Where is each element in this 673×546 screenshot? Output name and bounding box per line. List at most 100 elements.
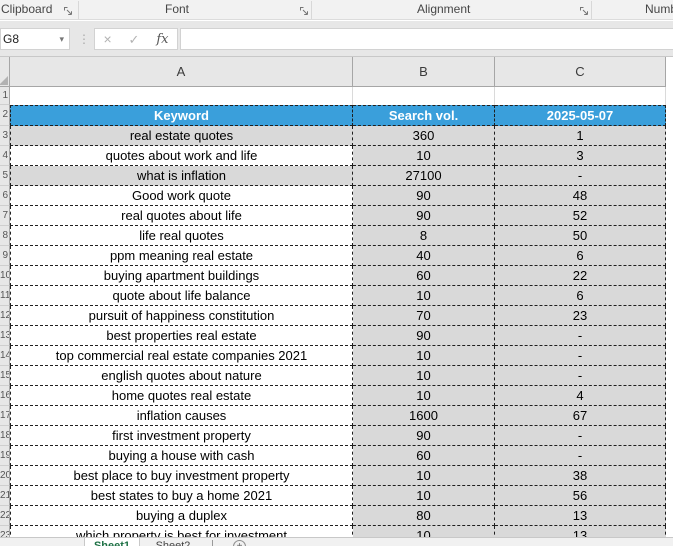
tab-sheet1[interactable]: Sheet1 (84, 538, 140, 546)
keyword-cell[interactable]: real quotes about life (10, 206, 353, 226)
row-header[interactable]: 18 (0, 426, 10, 446)
row-header[interactable]: 12 (0, 306, 10, 326)
search-vol-cell[interactable]: 40 (353, 246, 495, 266)
row-header[interactable]: 21 (0, 486, 10, 506)
value-cell[interactable]: 23 (495, 306, 666, 326)
value-cell[interactable]: 13 (495, 506, 666, 526)
formula-input[interactable] (180, 28, 673, 50)
value-cell[interactable]: - (495, 346, 666, 366)
keyword-cell[interactable]: home quotes real estate (10, 386, 353, 406)
value-cell[interactable]: - (495, 326, 666, 346)
row-header[interactable]: 4 (0, 146, 10, 166)
column-header-a[interactable]: A (10, 57, 353, 87)
row-header[interactable]: 14 (0, 346, 10, 366)
row-header[interactable]: 10 (0, 266, 10, 286)
value-cell[interactable]: - (495, 426, 666, 446)
search-vol-cell[interactable]: 10 (353, 466, 495, 486)
row-header[interactable]: 20 (0, 466, 10, 486)
value-cell[interactable]: 4 (495, 386, 666, 406)
keyword-cell[interactable]: what is inflation (10, 166, 353, 186)
keyword-cell[interactable]: buying a duplex (10, 506, 353, 526)
search-vol-cell[interactable]: 1600 (353, 406, 495, 426)
search-vol-header-cell[interactable]: Search vol. (353, 105, 495, 126)
row-header[interactable]: 2 (0, 105, 10, 126)
insert-function-icon[interactable]: fx (156, 31, 169, 47)
name-box-dropdown-icon[interactable]: ▾ (59, 34, 64, 44)
row-header[interactable]: 22 (0, 506, 10, 526)
row-header[interactable]: 11 (0, 286, 10, 306)
tab-sheet2[interactable]: Sheet2 (155, 540, 191, 546)
row-header[interactable]: 7 (0, 206, 10, 226)
search-vol-cell[interactable]: 10 (353, 366, 495, 386)
row-header[interactable]: 1 (0, 87, 10, 105)
keyword-cell[interactable]: top commercial real estate companies 202… (10, 346, 353, 366)
value-cell[interactable]: 48 (495, 186, 666, 206)
empty-cell[interactable] (495, 87, 666, 105)
keyword-cell[interactable]: pursuit of happiness constitution (10, 306, 353, 326)
keyword-cell[interactable]: Good work quote (10, 186, 353, 206)
keyword-cell[interactable]: best states to buy a home 2021 (10, 486, 353, 506)
value-cell[interactable]: - (495, 366, 666, 386)
search-vol-cell[interactable]: 60 (353, 446, 495, 466)
empty-cell[interactable] (10, 87, 353, 105)
clipboard-dialog-launcher-icon[interactable] (63, 4, 74, 15)
row-header[interactable]: 8 (0, 226, 10, 246)
row-header[interactable]: 9 (0, 246, 10, 266)
search-vol-cell[interactable]: 10 (353, 286, 495, 306)
keyword-cell[interactable]: best properties real estate (10, 326, 353, 346)
value-cell[interactable]: 50 (495, 226, 666, 246)
keyword-cell[interactable]: buying apartment buildings (10, 266, 353, 286)
row-header[interactable]: 3 (0, 126, 10, 146)
keyword-cell[interactable]: ppm meaning real estate (10, 246, 353, 266)
alignment-dialog-launcher-icon[interactable] (579, 4, 590, 15)
column-header-c[interactable]: C (495, 57, 666, 87)
row-header[interactable]: 5 (0, 166, 10, 186)
value-cell[interactable]: - (495, 446, 666, 466)
keyword-cell[interactable]: best place to buy investment property (10, 466, 353, 486)
search-vol-cell[interactable]: 10 (353, 346, 495, 366)
search-vol-cell[interactable]: 10 (353, 146, 495, 166)
value-cell[interactable]: 67 (495, 406, 666, 426)
search-vol-cell[interactable]: 70 (353, 306, 495, 326)
row-header[interactable]: 6 (0, 186, 10, 206)
keyword-header-cell[interactable]: Keyword (10, 105, 353, 126)
formula-bar-grip-icon[interactable]: ⋮ (78, 32, 90, 46)
keyword-cell[interactable]: first investment property (10, 426, 353, 446)
keyword-cell[interactable]: quotes about work and life (10, 146, 353, 166)
select-all-corner[interactable] (0, 57, 10, 87)
row-header[interactable]: 16 (0, 386, 10, 406)
name-box[interactable]: G8 ▾ (0, 28, 70, 50)
search-vol-cell[interactable]: 90 (353, 206, 495, 226)
row-header[interactable]: 13 (0, 326, 10, 346)
add-sheet-icon[interactable]: + (233, 540, 246, 546)
keyword-cell[interactable]: real estate quotes (10, 126, 353, 146)
value-cell[interactable]: 3 (495, 146, 666, 166)
value-cell[interactable]: 38 (495, 466, 666, 486)
keyword-cell[interactable]: quote about life balance (10, 286, 353, 306)
value-cell[interactable]: 56 (495, 486, 666, 506)
column-header-b[interactable]: B (353, 57, 495, 87)
value-cell[interactable]: 6 (495, 246, 666, 266)
value-cell[interactable]: 6 (495, 286, 666, 306)
font-dialog-launcher-icon[interactable] (299, 4, 310, 15)
keyword-cell[interactable]: english quotes about nature (10, 366, 353, 386)
enter-icon[interactable]: ✓ (128, 31, 140, 47)
empty-cell[interactable] (353, 87, 495, 105)
keyword-cell[interactable]: life real quotes (10, 226, 353, 246)
search-vol-cell[interactable]: 360 (353, 126, 495, 146)
row-header[interactable]: 19 (0, 446, 10, 466)
search-vol-cell[interactable]: 10 (353, 386, 495, 406)
date-header-cell[interactable]: 2025-05-07 (495, 105, 666, 126)
value-cell[interactable]: 22 (495, 266, 666, 286)
search-vol-cell[interactable]: 90 (353, 186, 495, 206)
search-vol-cell[interactable]: 80 (353, 506, 495, 526)
search-vol-cell[interactable]: 27100 (353, 166, 495, 186)
keyword-cell[interactable]: inflation causes (10, 406, 353, 426)
row-header[interactable]: 15 (0, 366, 10, 386)
search-vol-cell[interactable]: 60 (353, 266, 495, 286)
keyword-cell[interactable]: buying a house with cash (10, 446, 353, 466)
value-cell[interactable]: 52 (495, 206, 666, 226)
row-header[interactable]: 17 (0, 406, 10, 426)
search-vol-cell[interactable]: 10 (353, 486, 495, 506)
value-cell[interactable]: 1 (495, 126, 666, 146)
